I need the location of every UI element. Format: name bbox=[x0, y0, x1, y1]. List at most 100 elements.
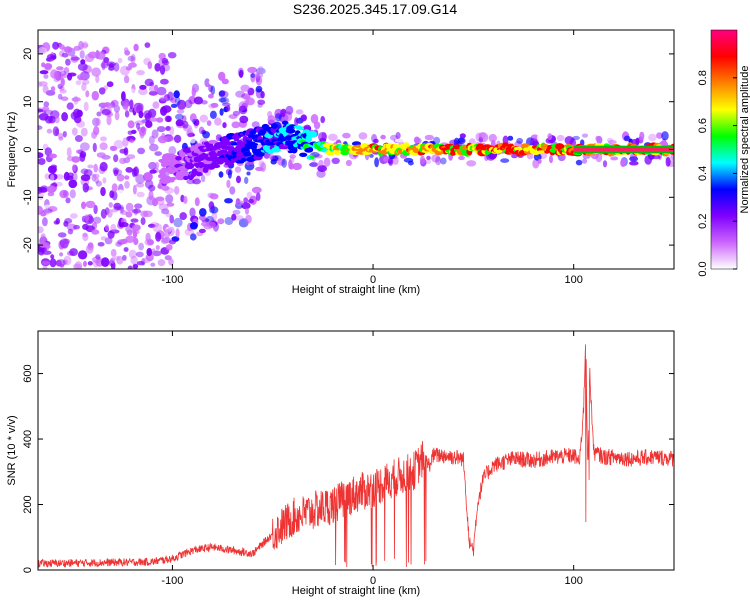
noise-cell bbox=[66, 147, 72, 158]
noise-cell bbox=[316, 169, 326, 178]
noise-cell bbox=[87, 51, 98, 59]
noise-cell bbox=[595, 135, 601, 142]
noise-cell bbox=[57, 132, 64, 139]
noise-cell bbox=[39, 185, 49, 193]
noise-cell bbox=[547, 133, 553, 141]
noise-cell bbox=[130, 53, 136, 64]
noise-cell bbox=[156, 126, 166, 133]
noise-cell bbox=[670, 153, 674, 161]
noise-cell bbox=[419, 155, 426, 165]
noise-cell bbox=[96, 152, 106, 158]
noise-cell bbox=[134, 203, 143, 209]
noise-cell bbox=[118, 222, 129, 228]
noise-cell bbox=[191, 87, 196, 97]
noise-cell bbox=[174, 185, 180, 195]
noise-cell bbox=[59, 238, 69, 249]
noise-cell bbox=[309, 161, 319, 168]
noise-cell bbox=[210, 85, 216, 96]
noise-cell bbox=[231, 213, 237, 221]
y-tick-label: 20 bbox=[22, 48, 34, 60]
noise-cell bbox=[38, 158, 46, 165]
noise-cell bbox=[54, 115, 60, 124]
noise-cell bbox=[661, 131, 669, 141]
noise-cell bbox=[257, 99, 266, 105]
noise-cell bbox=[115, 241, 123, 247]
noise-cell bbox=[175, 113, 184, 121]
noise-cell bbox=[369, 153, 374, 158]
noise-cell bbox=[149, 169, 157, 174]
noise-cell bbox=[173, 90, 180, 99]
noise-cell bbox=[135, 251, 144, 258]
noise-cell bbox=[113, 169, 119, 177]
noise-cell bbox=[152, 101, 160, 109]
ridge-cell bbox=[285, 128, 296, 134]
ridge-cell bbox=[183, 175, 189, 181]
noise-cell bbox=[227, 169, 232, 179]
noise-cell bbox=[119, 157, 127, 165]
noise-cell bbox=[136, 261, 145, 266]
noise-cell bbox=[71, 164, 77, 172]
noise-cell bbox=[177, 99, 187, 110]
y-tick-label: 10 bbox=[22, 96, 34, 108]
noise-cell bbox=[75, 80, 82, 86]
noise-cell bbox=[99, 161, 108, 172]
noise-cell bbox=[43, 101, 50, 108]
noise-cell bbox=[83, 260, 87, 267]
noise-cell bbox=[83, 101, 89, 112]
noise-cell bbox=[79, 50, 85, 59]
noise-cell bbox=[50, 254, 55, 260]
ridge-cell bbox=[393, 144, 401, 150]
noise-cell bbox=[159, 96, 169, 102]
noise-cell bbox=[154, 161, 160, 169]
noise-cell bbox=[71, 97, 81, 102]
noise-cell bbox=[55, 181, 63, 187]
noise-cell bbox=[235, 90, 246, 98]
noise-cell bbox=[147, 61, 153, 70]
ridge-cell bbox=[249, 130, 257, 135]
ridge-cell bbox=[537, 150, 547, 154]
noise-cell bbox=[371, 133, 378, 143]
noise-cell bbox=[67, 228, 74, 235]
noise-cell bbox=[97, 242, 105, 247]
ridge-cell bbox=[261, 123, 269, 130]
noise-cell bbox=[143, 57, 151, 66]
noise-cell bbox=[575, 159, 583, 166]
noise-cell bbox=[57, 93, 63, 100]
noise-cell bbox=[67, 172, 74, 178]
noise-cell bbox=[63, 220, 69, 227]
noise-cell bbox=[47, 165, 57, 174]
noise-cell bbox=[124, 175, 130, 180]
noise-cell bbox=[141, 127, 147, 133]
noise-cell bbox=[136, 191, 145, 198]
noise-cell bbox=[128, 88, 136, 94]
noise-cell bbox=[189, 113, 197, 123]
noise-cell bbox=[431, 154, 441, 163]
noise-cell bbox=[158, 203, 169, 211]
x-tick-label: 0 bbox=[370, 274, 376, 286]
noise-cell bbox=[85, 90, 90, 98]
noise-cell bbox=[248, 198, 254, 204]
noise-cell bbox=[65, 197, 71, 204]
ridge-cell bbox=[291, 147, 298, 154]
noise-cell bbox=[156, 196, 165, 206]
noise-cell bbox=[192, 178, 202, 185]
noise-cell bbox=[117, 189, 125, 197]
noise-cell bbox=[59, 263, 65, 268]
snr-line bbox=[38, 344, 674, 569]
noise-cell bbox=[46, 128, 53, 134]
noise-cell bbox=[133, 237, 139, 246]
noise-cell bbox=[537, 158, 542, 164]
noise-cell bbox=[130, 255, 138, 265]
noise-cell bbox=[478, 132, 486, 140]
colorbar-frame bbox=[710, 29, 738, 270]
noise-cell bbox=[500, 158, 510, 163]
noise-cell bbox=[168, 239, 176, 245]
noise-cell bbox=[63, 67, 70, 75]
noise-cell bbox=[109, 229, 120, 234]
noise-cell bbox=[149, 117, 158, 122]
noise-cell bbox=[73, 224, 80, 230]
noise-cell bbox=[630, 139, 640, 145]
noise-cell bbox=[64, 46, 73, 53]
noise-cell bbox=[170, 97, 177, 104]
noise-cell bbox=[148, 90, 158, 96]
